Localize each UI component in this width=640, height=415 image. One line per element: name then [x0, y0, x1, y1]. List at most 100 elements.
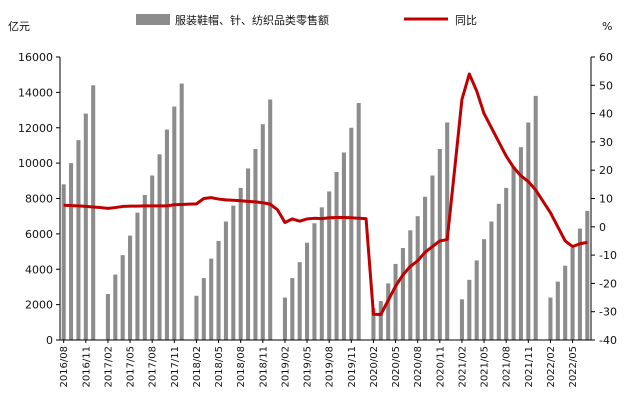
bar	[423, 196, 428, 340]
x-tick-label: 2019/02	[280, 346, 291, 388]
bar	[231, 205, 236, 340]
legend: 服装鞋帽、针、纺织品类零售额 同比	[136, 13, 477, 27]
bar	[518, 147, 523, 340]
bar	[209, 258, 214, 340]
bar	[371, 308, 376, 340]
bar-series	[61, 83, 590, 341]
right-tick-label: 60	[599, 51, 613, 64]
right-tick-label: 50	[599, 79, 613, 92]
bar	[489, 221, 494, 340]
bar	[105, 294, 110, 340]
left-tick-label: 2000	[25, 299, 53, 312]
bar	[223, 221, 228, 340]
legend-line-label: 同比	[455, 14, 477, 27]
right-tick-label: -10	[599, 249, 617, 262]
bar	[349, 127, 354, 340]
x-tick-label: 2022/05	[568, 346, 579, 388]
bar	[76, 140, 81, 340]
bar	[253, 148, 258, 340]
x-tick-label: 2018/02	[192, 346, 203, 388]
bar	[172, 106, 177, 340]
bar	[120, 255, 125, 340]
bar	[563, 265, 568, 340]
bar	[238, 187, 243, 340]
right-axis-ticks: -40 -30 -20 -10 0 10 20 30 40 50 60	[591, 51, 617, 347]
bar	[533, 95, 538, 340]
bar	[459, 299, 464, 340]
left-tick-label: 14000	[18, 86, 53, 99]
bar	[334, 171, 339, 340]
right-tick-label: 0	[599, 221, 606, 234]
bar	[400, 248, 405, 340]
bar	[467, 279, 472, 340]
bar	[216, 240, 221, 340]
bar	[437, 148, 442, 340]
bar	[341, 152, 346, 340]
left-tick-label: 8000	[25, 193, 53, 206]
bar	[319, 207, 324, 340]
bar	[496, 203, 501, 340]
bar	[297, 262, 302, 340]
bar	[164, 129, 169, 340]
x-tick-label: 2020/05	[391, 346, 402, 388]
x-tick-label: 2017/11	[170, 346, 181, 388]
right-axis-unit: %	[602, 20, 612, 33]
bar	[393, 263, 398, 340]
x-tick-label: 2019/05	[303, 346, 314, 388]
bar	[511, 166, 516, 340]
x-tick-label: 2018/11	[258, 346, 269, 388]
bar	[305, 242, 310, 340]
x-tick-label: 2021/05	[480, 346, 491, 388]
left-tick-label: 16000	[18, 51, 53, 64]
bar	[201, 278, 206, 340]
bar	[113, 274, 118, 340]
left-tick-label: 4000	[25, 263, 53, 276]
x-tick-label: 2022/02	[546, 346, 557, 388]
right-tick-label: 40	[599, 108, 613, 121]
bar	[415, 216, 420, 340]
bar	[555, 281, 560, 340]
left-axis-unit: 亿元	[8, 20, 30, 33]
bar	[356, 102, 361, 341]
x-tick-label: 2016/08	[59, 346, 70, 388]
legend-bar-label: 服装鞋帽、针、纺织品类零售额	[175, 13, 329, 27]
left-tick-label: 12000	[18, 122, 53, 135]
left-tick-label: 10000	[18, 157, 53, 170]
x-axis-tick-labels: 2016/08 2016/11 2017/02 2017/05 2017/08 2017/…	[59, 340, 579, 388]
bar	[150, 175, 155, 340]
bar	[83, 113, 88, 340]
bar	[327, 191, 332, 340]
x-tick-label: 2021/11	[524, 346, 535, 388]
bar	[430, 175, 435, 340]
yoy-line	[63, 72, 588, 317]
bar	[260, 124, 265, 341]
bar	[246, 168, 251, 340]
bar	[482, 239, 487, 340]
bar	[577, 228, 582, 340]
bar	[61, 184, 66, 340]
bar	[179, 83, 184, 340]
right-tick-label: 20	[599, 164, 613, 177]
x-tick-label: 2020/11	[435, 346, 446, 388]
x-tick-label: 2017/05	[126, 346, 137, 388]
right-tick-label: 30	[599, 136, 613, 149]
legend-bar-swatch	[136, 14, 170, 25]
x-tick-label: 2016/11	[81, 346, 92, 388]
bar	[570, 248, 575, 340]
yoy-line-series	[63, 72, 588, 317]
right-tick-label: -40	[599, 334, 617, 347]
bar	[128, 235, 133, 340]
bar	[526, 122, 531, 340]
bar	[268, 99, 273, 340]
x-tick-label: 2020/02	[369, 346, 380, 388]
right-tick-label: -20	[599, 277, 617, 290]
x-tick-label: 2021/08	[502, 346, 513, 388]
bar	[408, 230, 413, 340]
bar	[474, 260, 479, 340]
x-tick-label: 2018/08	[236, 346, 247, 388]
bar	[194, 295, 199, 340]
x-tick-label: 2019/11	[347, 346, 358, 388]
left-tick-label: 6000	[25, 228, 53, 241]
x-tick-label: 2017/02	[103, 346, 114, 388]
